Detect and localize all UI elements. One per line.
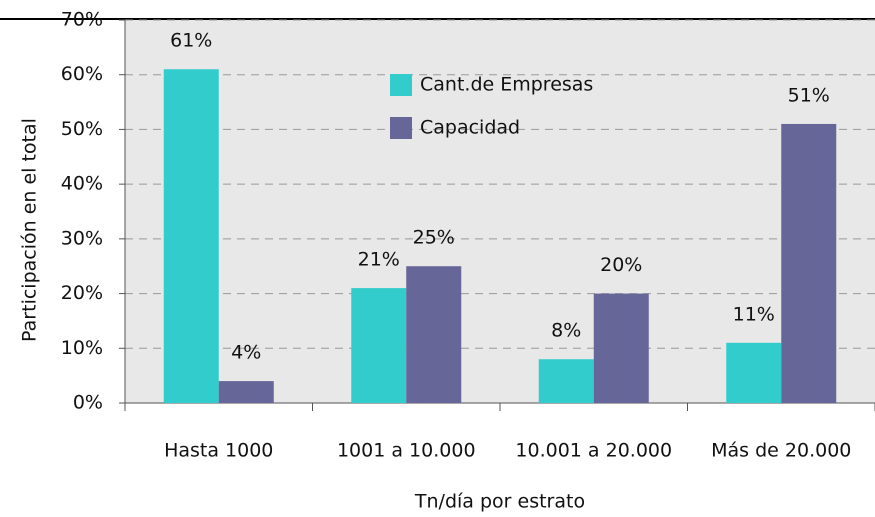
data-label: 20%	[600, 254, 642, 276]
data-label: 8%	[551, 320, 581, 342]
x-tick-label: 10.001 a 20.000	[515, 440, 672, 462]
x-axis-title: Tn/día por estrato	[414, 491, 585, 513]
y-tick-label: 40%	[61, 173, 103, 195]
y-tick-label: 50%	[61, 118, 103, 140]
y-tick-label: 70%	[61, 9, 103, 31]
bar	[351, 288, 407, 403]
y-tick-label: 10%	[61, 337, 103, 359]
data-label: 51%	[788, 84, 830, 106]
bar	[726, 342, 782, 403]
legend-label: Capacidad	[420, 117, 520, 139]
bar	[218, 381, 274, 403]
y-axis-title: Participación en el total	[19, 118, 41, 342]
plot-area	[125, 20, 875, 403]
bar	[406, 266, 462, 403]
x-tick-label: 1001 a 10.000	[337, 440, 476, 462]
data-label: 61%	[170, 30, 212, 52]
legend-swatch	[390, 117, 412, 139]
data-label: 25%	[413, 227, 455, 249]
y-tick-label: 60%	[61, 63, 103, 85]
data-label: 11%	[733, 303, 775, 325]
legend-label: Cant.de Empresas	[420, 74, 593, 96]
legend-swatch	[390, 74, 412, 96]
bar	[781, 123, 837, 403]
bar	[163, 69, 219, 403]
x-tick-label: Hasta 1000	[164, 440, 273, 462]
x-tick-label: Más de 20.000	[711, 440, 851, 462]
data-label: 21%	[358, 249, 400, 271]
y-tick-label: 20%	[61, 282, 103, 304]
bar	[538, 359, 594, 403]
y-tick-label: 30%	[61, 227, 103, 249]
y-tick-label: 0%	[73, 392, 103, 414]
data-label: 4%	[231, 342, 261, 364]
bar	[593, 293, 649, 403]
